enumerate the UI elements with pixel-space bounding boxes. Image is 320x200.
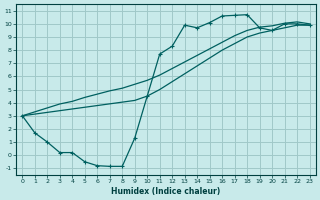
X-axis label: Humidex (Indice chaleur): Humidex (Indice chaleur) [111, 187, 220, 196]
